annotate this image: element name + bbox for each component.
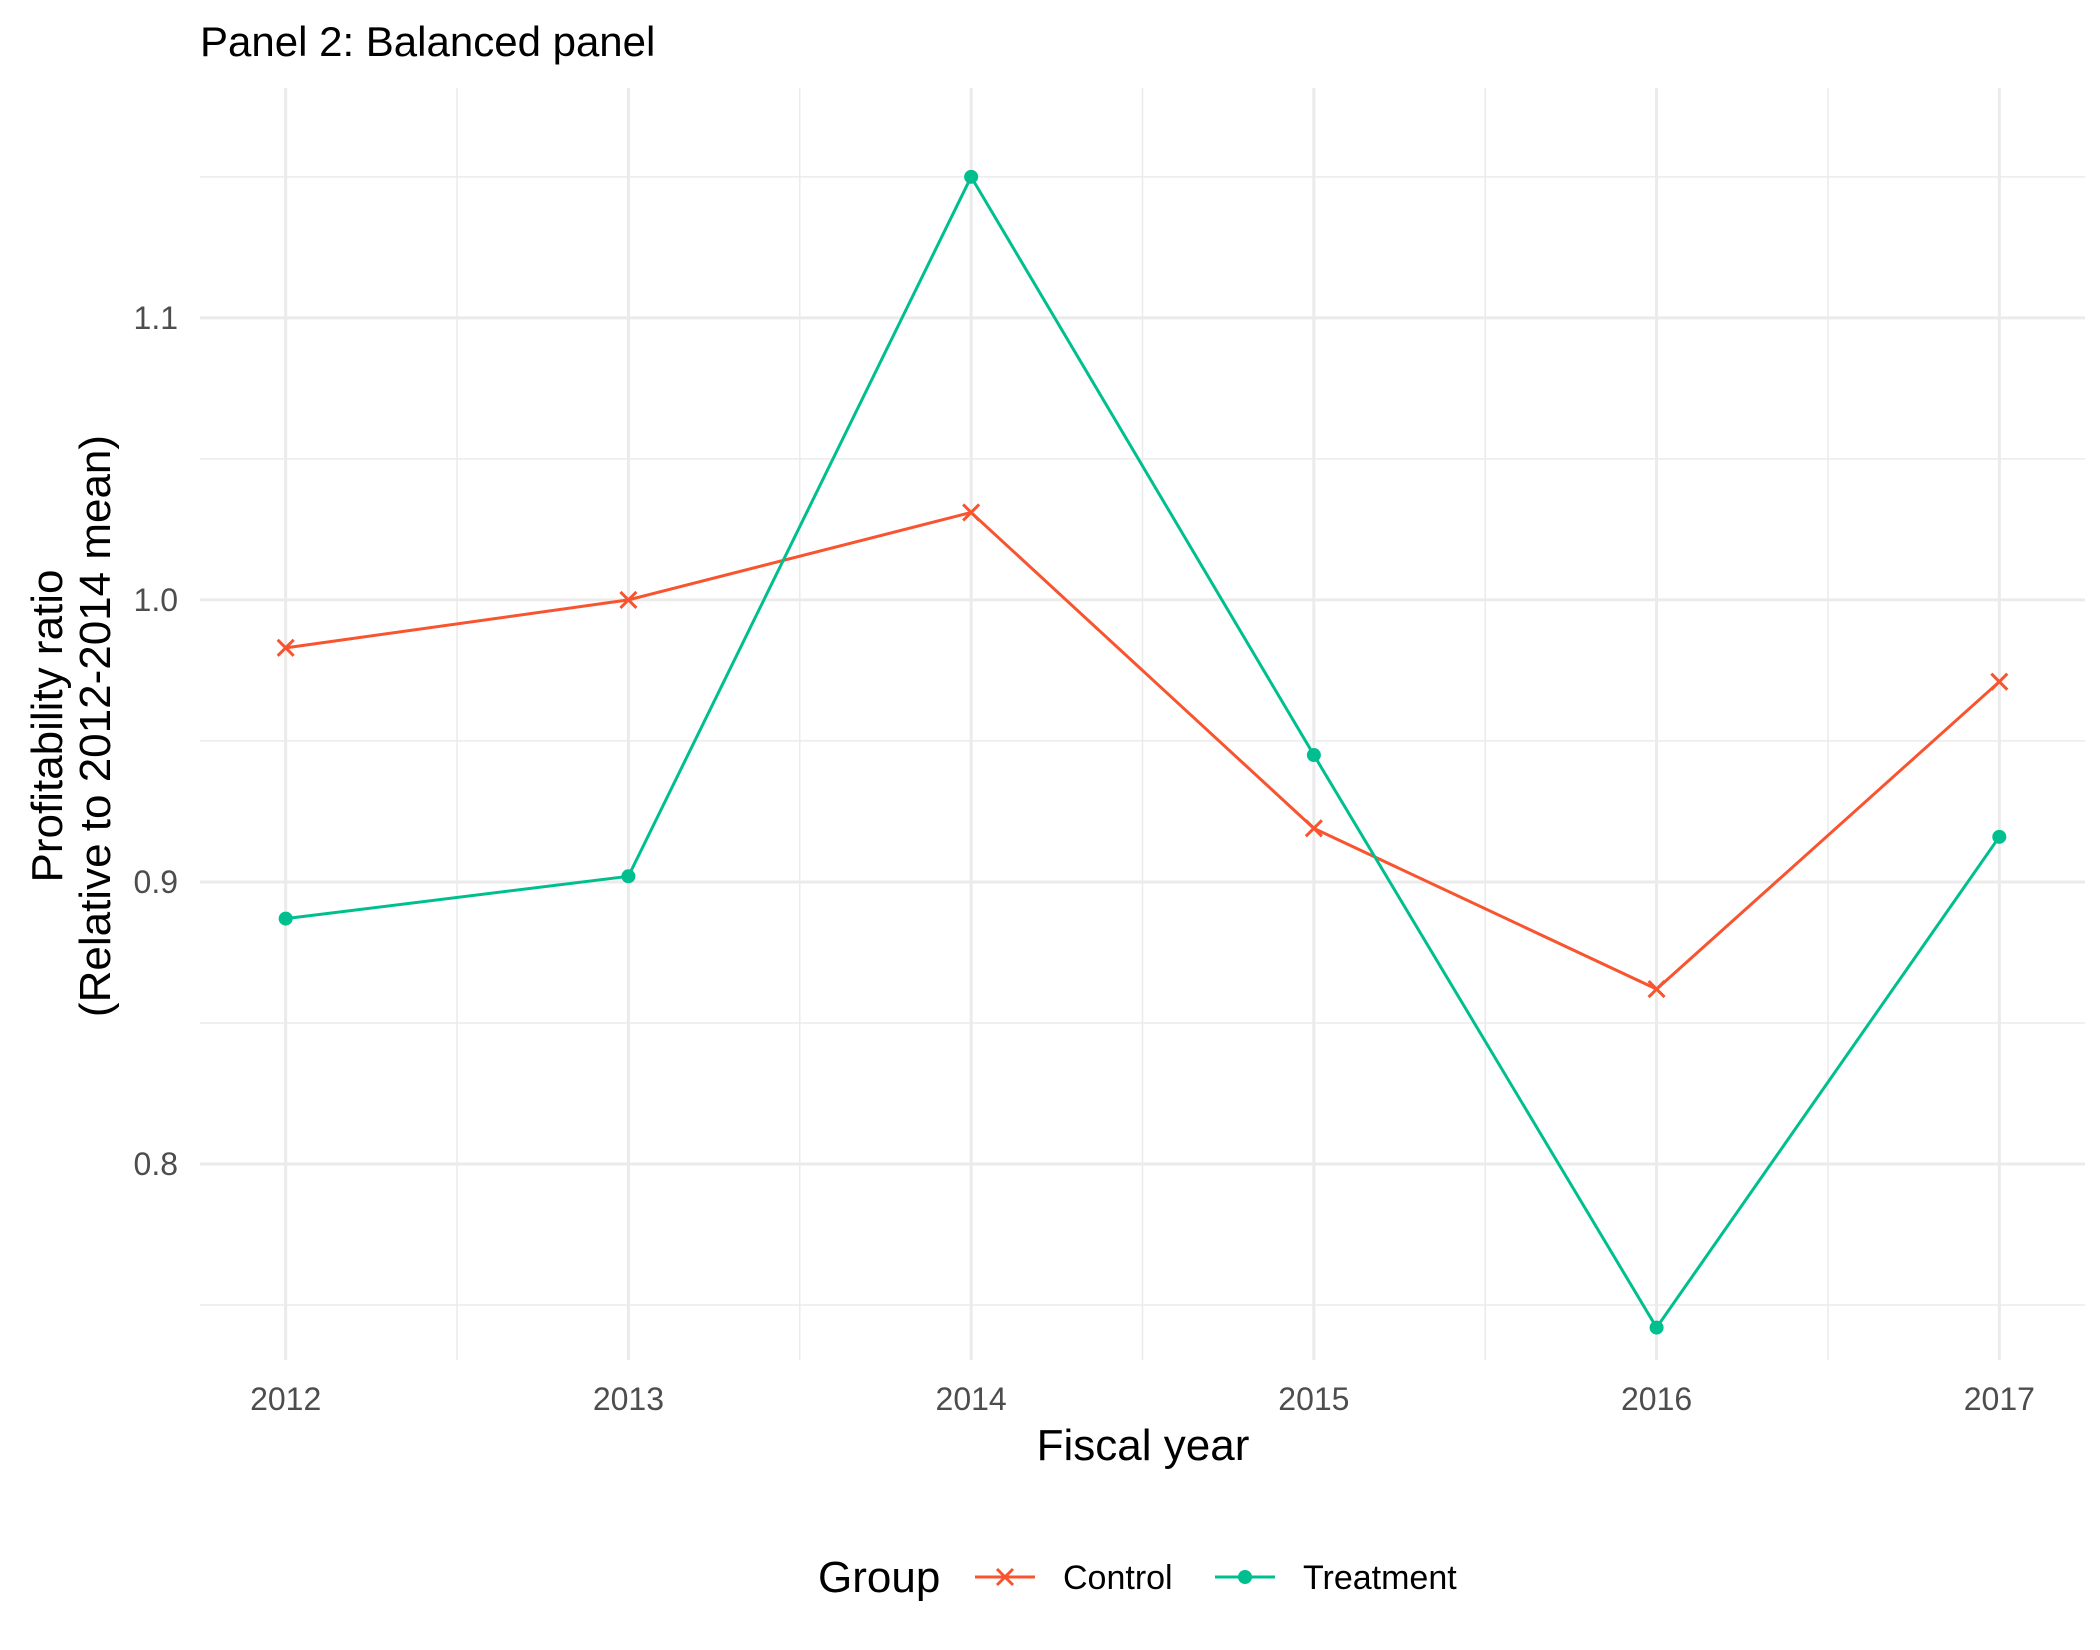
chart-title: Panel 2: Balanced panel	[200, 18, 655, 65]
legend-title: Group	[818, 1553, 940, 1602]
data-point-control	[1990, 672, 2009, 691]
data-point-control	[1647, 980, 1666, 999]
series-line-control	[285, 510, 2001, 991]
series-points	[276, 169, 2009, 1335]
data-point-treatment	[1992, 829, 2007, 844]
y-axis-title-line-2: (Relative to 2012-2014 mean)	[71, 435, 120, 1017]
data-point-control	[962, 503, 981, 522]
legend-key-marker-control	[995, 1567, 1015, 1587]
x-axis-ticks: 2012 2013 2014 2015 2016 2017	[250, 1381, 2035, 1417]
x-tick-label: 2016	[1621, 1381, 1692, 1417]
data-point-treatment	[1306, 748, 1321, 763]
x-tick-label: 2017	[1964, 1381, 2035, 1417]
legend-label-control: Control	[1063, 1559, 1173, 1597]
y-axis-title-line-1: Profitability ratio	[23, 569, 72, 882]
data-point-treatment	[964, 169, 979, 184]
series-lines	[285, 175, 2001, 1330]
series-line-treatment	[285, 175, 2001, 1330]
data-point-control	[1304, 819, 1323, 838]
x-axis-title: Fiscal year	[1037, 1421, 1250, 1470]
y-tick-label: 0.8	[134, 1146, 178, 1182]
legend: Group Control Treatment	[818, 1553, 1457, 1602]
legend-label-treatment: Treatment	[1303, 1559, 1457, 1597]
y-tick-label: 1.0	[134, 582, 178, 618]
data-point-treatment	[1649, 1320, 1664, 1335]
y-axis-ticks: 0.8 0.9 1.0 1.1	[134, 300, 178, 1182]
x-tick-label: 2014	[936, 1381, 1007, 1417]
legend-item-control: Control	[975, 1559, 1173, 1597]
x-tick-label: 2012	[250, 1381, 321, 1417]
data-point-treatment	[278, 911, 293, 926]
y-axis-title: Profitability ratio (Relative to 2012-20…	[23, 435, 120, 1017]
legend-key-marker-treatment	[1238, 1570, 1252, 1584]
x-tick-label: 2015	[1278, 1381, 1349, 1417]
data-point-treatment	[621, 869, 636, 884]
data-point-control	[619, 590, 638, 609]
legend-items: Control Treatment	[975, 1559, 1457, 1597]
y-tick-label: 0.9	[134, 864, 178, 900]
data-point-control	[276, 638, 295, 657]
y-tick-label: 1.1	[134, 300, 178, 336]
x-tick-label: 2013	[593, 1381, 664, 1417]
legend-item-treatment: Treatment	[1215, 1559, 1457, 1597]
